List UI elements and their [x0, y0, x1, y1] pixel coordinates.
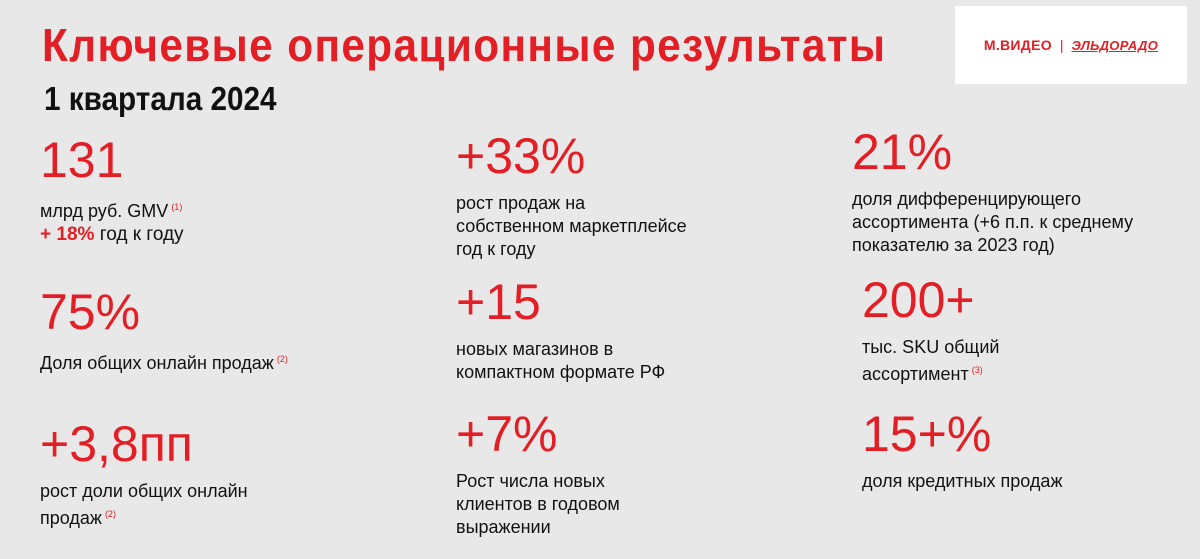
metric-line: выражении [456, 517, 551, 537]
metric-line: год к году [456, 239, 536, 259]
metric-new-stores: +15 новых магазинов в компактном формате… [456, 276, 665, 384]
metric-line: тыс. SKU общий [862, 337, 1000, 357]
metric-description: Доля общих онлайн продаж (2) [40, 348, 288, 375]
metric-growth: + 18% год к году [40, 223, 184, 247]
logo-separator: | [1059, 37, 1064, 53]
metric-credit-sales: 15+% доля кредитных продаж [862, 408, 1062, 493]
metric-line: Доля общих онлайн продаж [40, 353, 274, 373]
metric-line: доля кредитных продаж [862, 471, 1063, 491]
metric-line: клиентов в годовом [456, 494, 620, 514]
metric-line: млрд руб. GMV [40, 201, 169, 221]
metric-description: доля кредитных продаж [862, 470, 1062, 493]
metric-line: рост доли общих онлайн [40, 481, 248, 501]
logo-mvideo: М.ВИДЕО [983, 37, 1052, 53]
metric-description: доля дифференцирующего ассортимента (+6 … [852, 188, 1133, 257]
metric-line: Рост числа новых [456, 471, 605, 491]
metric-description: Рост числа новых клиентов в годовом выра… [456, 470, 620, 539]
footnote-marker: (1) [171, 202, 183, 212]
metric-new-clients: +7% Рост числа новых клиентов в годовом … [456, 408, 620, 539]
metric-value: 15+% [862, 406, 992, 462]
metric-description: рост доли общих онлайн продаж (2) [40, 480, 248, 530]
metric-line: продаж [40, 508, 102, 528]
logo-eldorado: ЭЛЬДОРАДО [1071, 37, 1159, 53]
page-title: Ключевые операционные результаты [42, 19, 887, 71]
metric-line: ассортимент [862, 364, 969, 384]
metric-differentiating-assortment: 21% доля дифференцирующего ассортимента … [852, 126, 1133, 257]
metric-line: доля дифференцирующего [852, 189, 1081, 209]
metric-sku: 200+ тыс. SKU общий ассортимент (3) [862, 274, 999, 386]
metric-value: 131 [40, 132, 124, 188]
metric-value: 200+ [862, 272, 975, 328]
growth-value: + 18% [40, 224, 95, 245]
page-subtitle: 1 квартала 2024 [44, 80, 277, 117]
metric-line: рост продаж на [456, 193, 586, 213]
metric-value: +7% [456, 406, 558, 462]
metric-online-share-growth: +3,8пп рост доли общих онлайн продаж (2) [40, 418, 248, 530]
metric-description: млрд руб. GMV (1) [40, 196, 184, 223]
metric-line: показателю за 2023 год) [852, 235, 1055, 255]
metric-line: компактном формате РФ [456, 362, 666, 382]
metric-marketplace-growth: +33% рост продаж на собственном маркетпл… [456, 130, 687, 261]
metric-line: ассортимента (+6 п.п. к среднему [852, 212, 1134, 232]
footnote-marker: (2) [276, 354, 288, 364]
metric-value: +15 [456, 274, 541, 330]
growth-text: год к году [99, 224, 184, 245]
metric-description: новых магазинов в компактном формате РФ [456, 338, 665, 384]
footnote-marker: (2) [104, 509, 116, 519]
footnote-marker: (3) [971, 365, 983, 375]
metric-line: собственном маркетплейсе [456, 216, 687, 236]
metric-description: рост продаж на собственном маркетплейсе … [456, 192, 687, 261]
metric-value: 75% [40, 284, 141, 340]
metric-gmv: 131 млрд руб. GMV (1) + 18% год к году [40, 134, 184, 247]
metric-description: тыс. SKU общий ассортимент (3) [862, 336, 999, 386]
metric-value: +3,8пп [40, 416, 193, 472]
metric-line: новых магазинов в [456, 339, 614, 359]
metric-value: 21% [852, 124, 953, 180]
brand-logo: М.ВИДЕО | ЭЛЬДОРАДО [955, 6, 1187, 84]
metric-value: +33% [456, 128, 586, 184]
metric-online-share: 75% Доля общих онлайн продаж (2) [40, 286, 288, 375]
